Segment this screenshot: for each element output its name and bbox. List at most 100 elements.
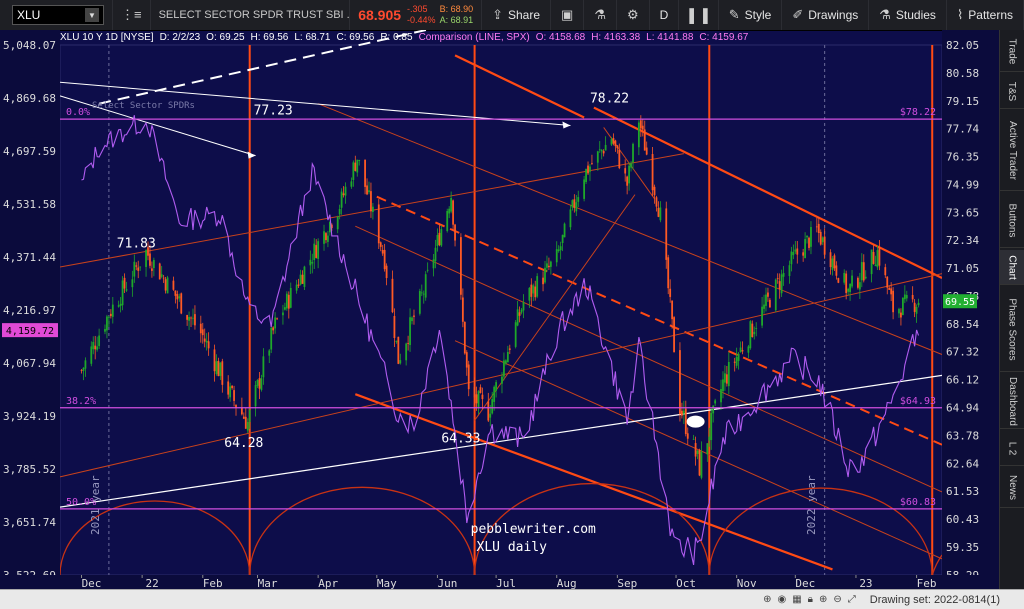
xlu-candle-body [151,268,153,271]
xlu-candle-body [686,433,689,439]
crosshair-icon[interactable]: ⊕ [763,594,772,605]
brush-icon: ✎ [728,7,740,22]
year-label-2022: 2022 year [805,475,818,535]
settings-button[interactable]: ⚙ [617,0,650,30]
time-axis-label: 22 [146,577,159,590]
zoom-out-icon[interactable]: ⊖ [833,594,842,605]
drawings-button[interactable]: ✐ Drawings [782,0,870,30]
time-axis-label: Jul [496,577,516,590]
xlu-candle-body [491,399,494,414]
xlu-candle-body [739,347,742,353]
xlu-candle-body [111,304,114,317]
interval-button[interactable]: D [650,0,680,30]
xlu-candle-body [448,208,451,214]
xlu-candle-body [610,139,613,145]
xlu-candle-body [487,401,490,421]
symbol-text: XLU [17,8,41,22]
right-axis-tick: 64.94 [946,402,979,415]
xlu-candle-body [479,387,482,393]
xlu-candle-body [84,360,87,369]
lock-icon[interactable]: 🔒︎ [807,594,813,605]
cycle-arc [473,482,710,576]
sidebar-tab-l-2[interactable]: L 2 [1000,431,1024,466]
symbol-menu-button[interactable]: ⋮≡ [113,0,151,30]
price-annotation: 71.83 [117,237,156,252]
xlu-candle-body [645,147,648,155]
xlu-candle-body [559,246,562,251]
xlu-candle-body [368,190,370,193]
xlu-candle-body [857,277,859,288]
xlu-candle-body [96,346,99,350]
xlu-candle-body [544,267,546,283]
xlu-candle-body [591,163,593,164]
right-axis: 82.05 80.58 79.15 77.74 76.35 74.99 73.65 72.34… [942,30,1000,582]
symbol-selector[interactable]: XLU ▼ [0,0,113,30]
sidebar-tab-label: Buttons [1006,203,1018,237]
xlu-candle-body [546,263,548,268]
xlu-candle-body [274,317,277,329]
xlu-candle-body [684,408,687,434]
xlu-candle-body [520,309,523,313]
candle-type-button[interactable]: ▌▐ [679,0,719,30]
sidebar-tab-label: T&S [1006,81,1018,101]
sidebar-tab-news[interactable]: News [1000,468,1024,508]
xlu-candle-body [870,249,873,275]
xlu-candle-body [98,335,101,347]
xlu-candle-body [725,374,728,384]
sidebar-tab-chart[interactable]: Chart [1000,250,1024,285]
camera-icon[interactable]: ◉ [777,594,787,605]
sidebar-tab-t-s[interactable]: T&S [1000,74,1024,109]
sidebar-tab-active-trader[interactable]: Active Trader [1000,111,1024,191]
xlu-candle-body [424,274,427,298]
chevron-down-icon[interactable]: ▼ [85,8,99,22]
sidebar-tab-phase-scores[interactable]: Phase Scores [1000,287,1024,372]
xlu-candle-body [741,350,744,352]
xlu-candle-body [436,234,439,246]
xlu-candle-body [651,154,654,191]
left-current-badge [2,323,58,338]
expand-icon[interactable]: ⤢ [847,594,856,605]
zoom-in-icon[interactable]: ⊕ [818,594,828,605]
style-button[interactable]: ✎ Style [719,0,783,30]
xlu-candle-body [522,302,525,311]
xlu-candle-body [776,278,779,280]
xlu-candle-body [722,379,724,392]
status-bar: ⊕ ◉ ▦ 🔒︎ ⊕ ⊖ ⤢ Drawing set: 2022-0814(1) [0,589,1024,609]
sidebar-tab-buttons[interactable]: Buttons [1000,193,1024,248]
annotation-layer: Select Sector SPDRs 2021 year 2022 year 77.… [89,92,818,555]
sidebar-tab-trade[interactable]: Trade [1000,32,1024,72]
xlu-candle-body [810,227,812,247]
symbol-input[interactable]: XLU ▼ [12,5,104,25]
xlu-candle-body [837,278,840,283]
cmp-open: O: 4158.68 [535,32,586,43]
white-arrow-line [59,81,571,126]
xlu-candle-body [516,309,519,326]
xlu-candle-body [172,280,175,290]
xlu-candle-body [569,209,572,228]
flask-button[interactable]: ⚗ [584,0,617,30]
xlu-candle-body [585,168,587,183]
patterns-button[interactable]: ⌇ Patterns [947,0,1024,30]
right-axis-tick: 62.64 [946,457,979,470]
candles-icon: ▌▐ [689,7,708,23]
xlu-candle-body [673,317,675,353]
xlu-candle-body [164,279,167,291]
xlu-candle-body [407,343,410,344]
xlu-candle-body [426,269,429,271]
xlu-candle-body [284,307,286,310]
studies-button[interactable]: ⚗ Studies [869,0,947,30]
grid-icon[interactable]: ▦ [792,594,802,605]
xlu-candle-body [323,231,325,244]
xlu-candle-body [221,361,224,385]
xlu-candle-body [80,370,83,372]
sidebar-tab-dashboard[interactable]: Dashboard [1000,374,1024,429]
channel-upper-line [593,106,943,279]
xlu-candle-body [276,318,278,320]
save-image-button[interactable]: ▣ [551,0,585,30]
share-button[interactable]: ⇪ Share [482,0,552,30]
xlu-candle-body [370,191,372,212]
image-icon: ▣ [561,7,574,22]
xlu-candle-body [377,204,380,244]
xlu-candle-body [178,296,181,299]
price-chart[interactable]: 0.0% $78.22 38.2% $64.93 50.0% $60.83 Select … [0,30,1000,590]
